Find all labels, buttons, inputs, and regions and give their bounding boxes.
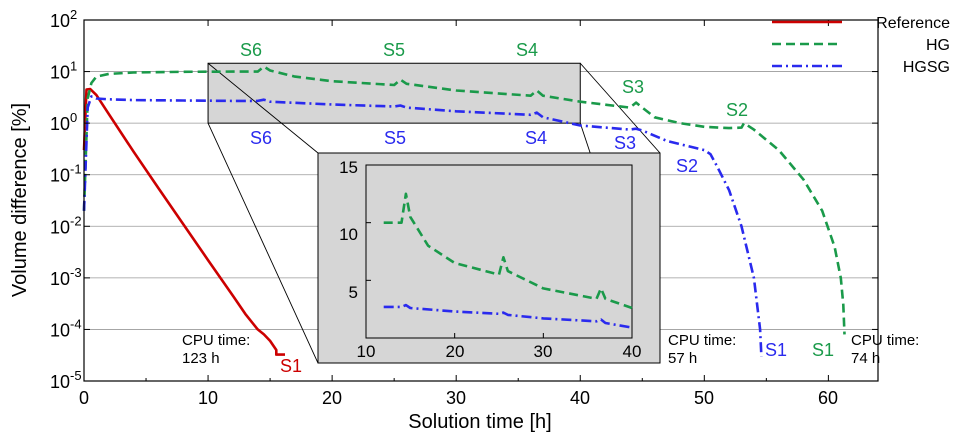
inset-x-tick-label: 20 — [446, 342, 465, 361]
hgsg-stage-label: S3 — [614, 133, 636, 153]
inset-series — [383, 192, 633, 329]
y-tick-label: 10-5 — [50, 368, 82, 392]
y-tick-label: 10-3 — [50, 265, 82, 289]
x-tick-label: 50 — [694, 388, 714, 408]
hgsg-stage-labels: S6 S5 S4 S3 S2 S1 — [250, 128, 787, 360]
y-tick-label: 10-2 — [50, 213, 82, 237]
inset-y-tick-label: 10 — [339, 225, 358, 244]
inset-series-line-hg — [383, 192, 633, 310]
series-line-reference — [82, 87, 285, 356]
series-group — [82, 65, 846, 357]
legend-label-reference: Reference — [876, 15, 950, 32]
x-tick-label: 0 — [79, 388, 89, 408]
y-tick-label: 101 — [50, 59, 77, 83]
y-tick-label: 102 — [50, 7, 77, 31]
legend-label-hg: HG — [926, 37, 950, 54]
x-tick-label: 10 — [198, 388, 218, 408]
zoom-connector — [579, 62, 661, 154]
inset-plot: 10 20 30 40 5 10 15 — [317, 152, 661, 364]
series-line-hgsg — [82, 95, 763, 357]
cpu-annotation-line: 57 h — [668, 350, 697, 367]
cpu-annotation-line: CPU time: — [851, 332, 919, 349]
hg-stage-labels: S6 S5 S4 S3 S2 S1 — [240, 40, 834, 360]
inset-x-tick-label: 30 — [534, 342, 553, 361]
cpu-annotation-hg: CPU time: 74 h — [851, 332, 919, 367]
x-axis-label: Solution time [h] — [408, 411, 551, 433]
hgsg-stage-label: S6 — [250, 128, 272, 148]
inset-series-line-hgsg — [383, 303, 633, 329]
hg-stage-label: S6 — [240, 40, 262, 60]
hg-stage-label: S1 — [812, 340, 834, 360]
cpu-annotation-line: CPU time: — [668, 332, 736, 349]
y-tick-label: 10-4 — [50, 316, 82, 340]
x-tick-label: 60 — [818, 388, 838, 408]
hg-stage-label: S2 — [726, 100, 748, 120]
inset-frame — [365, 164, 633, 339]
inset-background — [317, 152, 661, 364]
hgsg-stage-label: S4 — [525, 128, 547, 148]
y-axis-label: Volume difference [%] — [9, 103, 31, 297]
x-tick-label: 40 — [570, 388, 590, 408]
cpu-annotation-line: 123 h — [182, 350, 220, 367]
inset-x-tick-label: 40 — [623, 342, 642, 361]
zoom-connector — [207, 122, 319, 364]
inset-y-tick-label: 5 — [349, 283, 358, 302]
cpu-annotation-hgsg: CPU time: 57 h — [668, 332, 736, 367]
x-tick-labels: 0 10 20 30 40 50 60 — [79, 388, 838, 408]
y-tick-labels: 10-5 10-4 10-3 10-2 10-1 100 101 102 — [50, 7, 82, 392]
hgsg-stage-label: S2 — [676, 156, 698, 176]
inset-ticks — [365, 164, 633, 338]
cpu-annotation-line: CPU time: — [182, 332, 250, 349]
x-tick-label: 20 — [322, 388, 342, 408]
hg-stage-label: S4 — [516, 40, 538, 60]
series-line-hg — [82, 65, 846, 335]
cpu-annotation-line: 74 h — [851, 350, 880, 367]
cpu-annotation-reference: CPU time: 123 h — [182, 332, 250, 367]
x-tick-label: 30 — [446, 388, 466, 408]
legend: Reference HG HGSG — [772, 15, 950, 76]
y-tick-label: 10-1 — [50, 162, 82, 186]
plot-frame — [83, 19, 879, 382]
y-tick-label: 100 — [50, 110, 77, 134]
reference-stage-label: S1 — [280, 356, 302, 376]
inset-x-tick-label: 10 — [357, 342, 376, 361]
hg-stage-label: S3 — [622, 77, 644, 97]
hgsg-stage-label: S1 — [765, 340, 787, 360]
legend-label-hgsg: HGSG — [903, 59, 950, 76]
hg-stage-label: S5 — [383, 40, 405, 60]
zoom-connector — [207, 62, 319, 154]
inset-y-tick-label: 15 — [339, 158, 358, 177]
hgsg-stage-label: S5 — [384, 128, 406, 148]
